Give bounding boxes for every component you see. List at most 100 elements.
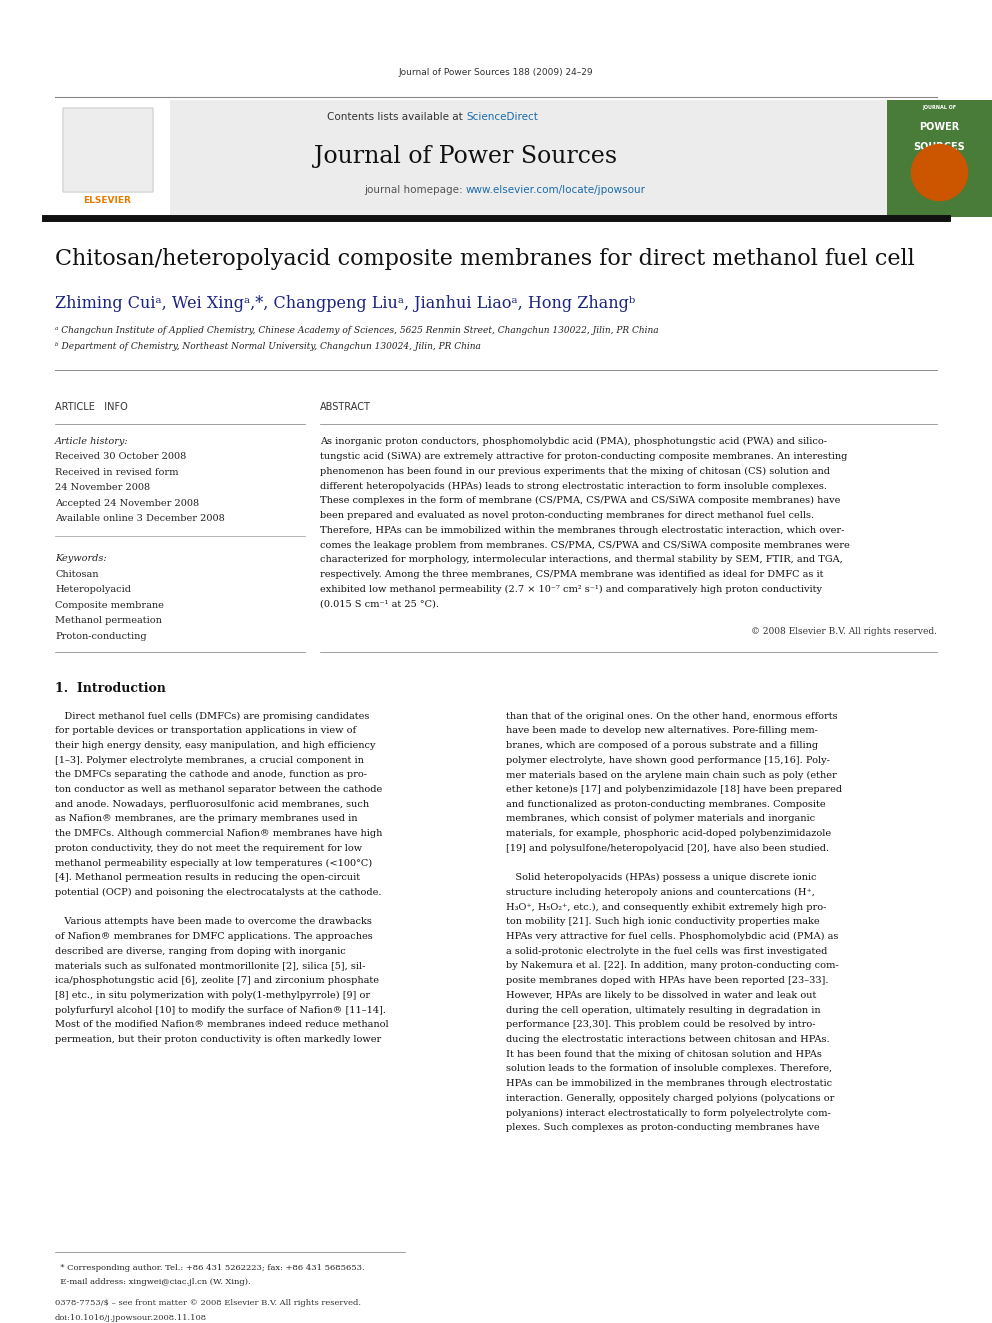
Text: [19] and polysulfone/heteropolyacid [20], have also been studied.: [19] and polysulfone/heteropolyacid [20]… xyxy=(506,844,829,853)
Text: However, HPAs are likely to be dissolved in water and leak out: However, HPAs are likely to be dissolved… xyxy=(506,991,816,1000)
Text: Direct methanol fuel cells (DMFCs) are promising candidates: Direct methanol fuel cells (DMFCs) are p… xyxy=(55,712,369,721)
Text: polyfurfuryl alcohol [10] to modify the surface of Nafion® [11–14].: polyfurfuryl alcohol [10] to modify the … xyxy=(55,1005,386,1015)
Text: methanol permeability especially at low temperatures (<100°C): methanol permeability especially at low … xyxy=(55,859,372,868)
Text: POWER: POWER xyxy=(920,122,959,132)
Text: posite membranes doped with HPAs have been reported [23–33].: posite membranes doped with HPAs have be… xyxy=(506,976,828,986)
Bar xyxy=(170,101,887,217)
Text: Accepted 24 November 2008: Accepted 24 November 2008 xyxy=(55,499,199,508)
Text: HPAs can be immobilized in the membranes through electrostatic: HPAs can be immobilized in the membranes… xyxy=(506,1080,832,1088)
Text: proton conductivity, they do not meet the requirement for low: proton conductivity, they do not meet th… xyxy=(55,844,362,853)
Text: their high energy density, easy manipulation, and high efficiency: their high energy density, easy manipula… xyxy=(55,741,376,750)
Text: phenomenon has been found in our previous experiments that the mixing of chitosa: phenomenon has been found in our previou… xyxy=(320,467,830,476)
Text: have been made to develop new alternatives. Pore-filling mem-: have been made to develop new alternativ… xyxy=(506,726,817,736)
Text: permeation, but their proton conductivity is often markedly lower: permeation, but their proton conductivit… xyxy=(55,1035,381,1044)
Text: comes the leakage problem from membranes. CS/PMA, CS/PWA and CS/SiWA composite m: comes the leakage problem from membranes… xyxy=(320,541,850,549)
Text: materials such as sulfonated montmorillonite [2], silica [5], sil-: materials such as sulfonated montmorillo… xyxy=(55,962,365,971)
Text: As inorganic proton conductors, phosphomolybdic acid (PMA), phosphotungstic acid: As inorganic proton conductors, phosphom… xyxy=(320,437,827,446)
Text: ABSTRACT: ABSTRACT xyxy=(320,402,371,411)
Text: ether ketone)s [17] and polybenzimidazole [18] have been prepared: ether ketone)s [17] and polybenzimidazol… xyxy=(506,785,842,794)
Bar xyxy=(62,108,153,192)
Text: solution leads to the formation of insoluble complexes. Therefore,: solution leads to the formation of insol… xyxy=(506,1065,832,1073)
Text: ducing the electrostatic interactions between chitosan and HPAs.: ducing the electrostatic interactions be… xyxy=(506,1035,829,1044)
Circle shape xyxy=(912,144,967,201)
Text: 24 November 2008: 24 November 2008 xyxy=(55,483,150,492)
Text: Therefore, HPAs can be immobilized within the membranes through electrostatic in: Therefore, HPAs can be immobilized withi… xyxy=(320,525,844,534)
Text: ton mobility [21]. Such high ionic conductivity properties make: ton mobility [21]. Such high ionic condu… xyxy=(506,917,819,926)
Text: ARTICLE   INFO: ARTICLE INFO xyxy=(55,402,128,411)
Text: doi:10.1016/j.jpowsour.2008.11.108: doi:10.1016/j.jpowsour.2008.11.108 xyxy=(55,1314,207,1322)
Text: 0378-7753/$ – see front matter © 2008 Elsevier B.V. All rights reserved.: 0378-7753/$ – see front matter © 2008 El… xyxy=(55,1299,361,1307)
Text: for portable devices or transportation applications in view of: for portable devices or transportation a… xyxy=(55,726,356,736)
Text: Journal of Power Sources: Journal of Power Sources xyxy=(314,146,618,168)
Text: www.elsevier.com/locate/jpowsour: www.elsevier.com/locate/jpowsour xyxy=(466,185,646,194)
Text: © 2008 Elsevier B.V. All rights reserved.: © 2008 Elsevier B.V. All rights reserved… xyxy=(751,627,937,635)
Text: polyanions) interact electrostatically to form polyelectrolyte com-: polyanions) interact electrostatically t… xyxy=(506,1109,830,1118)
Text: respectively. Among the three membranes, CS/PMA membrane was identified as ideal: respectively. Among the three membranes,… xyxy=(320,570,823,579)
Text: These complexes in the form of membrane (CS/PMA, CS/PWA and CS/SiWA composite me: These complexes in the form of membrane … xyxy=(320,496,840,505)
Text: branes, which are composed of a porous substrate and a filling: branes, which are composed of a porous s… xyxy=(506,741,818,750)
Text: Keywords:: Keywords: xyxy=(55,554,106,564)
Text: ScienceDirect: ScienceDirect xyxy=(466,112,538,122)
Text: Journal of Power Sources 188 (2009) 24–29: Journal of Power Sources 188 (2009) 24–2… xyxy=(399,67,593,77)
Text: Chitosan: Chitosan xyxy=(55,570,98,579)
Text: * Corresponding author. Tel.: +86 431 5262223; fax: +86 431 5685653.: * Corresponding author. Tel.: +86 431 52… xyxy=(55,1263,365,1271)
Text: ELSEVIER: ELSEVIER xyxy=(83,196,131,205)
Text: performance [23,30]. This problem could be resolved by intro-: performance [23,30]. This problem could … xyxy=(506,1020,815,1029)
Text: tungstic acid (SiWA) are extremely attractive for proton-conducting composite me: tungstic acid (SiWA) are extremely attra… xyxy=(320,451,847,460)
Text: 1.  Introduction: 1. Introduction xyxy=(55,681,166,695)
Text: and functionalized as proton-conducting membranes. Composite: and functionalized as proton-conducting … xyxy=(506,800,825,808)
Text: described are diverse, ranging from doping with inorganic: described are diverse, ranging from dopi… xyxy=(55,947,346,955)
Text: [4]. Methanol permeation results in reducing the open-circuit: [4]. Methanol permeation results in redu… xyxy=(55,873,360,882)
Text: journal homepage:: journal homepage: xyxy=(364,185,466,194)
Text: been prepared and evaluated as novel proton-conducting membranes for direct meth: been prepared and evaluated as novel pro… xyxy=(320,511,814,520)
Text: [1–3]. Polymer electrolyte membranes, a crucial component in: [1–3]. Polymer electrolyte membranes, a … xyxy=(55,755,364,765)
Text: different heteropolyacids (HPAs) leads to strong electrostatic interaction to fo: different heteropolyacids (HPAs) leads t… xyxy=(320,482,827,491)
Text: ᵃ Changchun Institute of Applied Chemistry, Chinese Academy of Sciences, 5625 Re: ᵃ Changchun Institute of Applied Chemist… xyxy=(55,325,659,335)
Text: by Nakemura et al. [22]. In addition, many proton-conducting com-: by Nakemura et al. [22]. In addition, ma… xyxy=(506,962,838,971)
Text: Chitosan/heteropolyacid composite membranes for direct methanol fuel cell: Chitosan/heteropolyacid composite membra… xyxy=(55,247,915,270)
Text: structure including heteropoly anions and countercations (H⁺,: structure including heteropoly anions an… xyxy=(506,888,814,897)
Text: membranes, which consist of polymer materials and inorganic: membranes, which consist of polymer mate… xyxy=(506,815,815,823)
Text: SOURCES: SOURCES xyxy=(914,142,965,152)
Text: plexes. Such complexes as proton-conducting membranes have: plexes. Such complexes as proton-conduct… xyxy=(506,1123,819,1132)
Text: mer materials based on the arylene main chain such as poly (ether: mer materials based on the arylene main … xyxy=(506,770,836,779)
Text: the DMFCs. Although commercial Nafion® membranes have high: the DMFCs. Although commercial Nafion® m… xyxy=(55,830,382,839)
Text: polymer electrolyte, have shown good performance [15,16]. Poly-: polymer electrolyte, have shown good per… xyxy=(506,755,830,765)
Text: Zhiming Cuiᵃ, Wei Xingᵃ,*, Changpeng Liuᵃ, Jianhui Liaoᵃ, Hong Zhangᵇ: Zhiming Cuiᵃ, Wei Xingᵃ,*, Changpeng Liu… xyxy=(55,295,635,312)
Text: Methanol permeation: Methanol permeation xyxy=(55,617,162,626)
Text: than that of the original ones. On the other hand, enormous efforts: than that of the original ones. On the o… xyxy=(506,712,837,721)
Text: (0.015 S cm⁻¹ at 25 °C).: (0.015 S cm⁻¹ at 25 °C). xyxy=(320,599,439,609)
Text: as Nafion® membranes, are the primary membranes used in: as Nafion® membranes, are the primary me… xyxy=(55,815,357,823)
Text: Proton-conducting: Proton-conducting xyxy=(55,632,147,642)
Text: ᵇ Department of Chemistry, Northeast Normal University, Changchun 130024, Jilin,: ᵇ Department of Chemistry, Northeast Nor… xyxy=(55,343,481,352)
Text: ton conductor as well as methanol separator between the cathode: ton conductor as well as methanol separa… xyxy=(55,785,382,794)
Bar xyxy=(45,101,170,217)
Text: Composite membrane: Composite membrane xyxy=(55,601,164,610)
Text: materials, for example, phosphoric acid-doped polybenzimidazole: materials, for example, phosphoric acid-… xyxy=(506,830,831,839)
Text: during the cell operation, ultimately resulting in degradation in: during the cell operation, ultimately re… xyxy=(506,1005,820,1015)
Text: of Nafion® membranes for DMFC applications. The approaches: of Nafion® membranes for DMFC applicatio… xyxy=(55,933,373,941)
Text: a solid-protonic electrolyte in the fuel cells was first investigated: a solid-protonic electrolyte in the fuel… xyxy=(506,947,827,955)
Text: characterized for morphology, intermolecular interactions, and thermal stability: characterized for morphology, intermolec… xyxy=(320,556,843,565)
Text: Received in revised form: Received in revised form xyxy=(55,468,179,478)
Text: [8] etc., in situ polymerization with poly(1-methylpyrrole) [9] or: [8] etc., in situ polymerization with po… xyxy=(55,991,370,1000)
Text: It has been found that the mixing of chitosan solution and HPAs: It has been found that the mixing of chi… xyxy=(506,1049,822,1058)
Bar xyxy=(62,108,153,192)
Text: ica/phosphotungstic acid [6], zeolite [7] and zirconium phosphate: ica/phosphotungstic acid [6], zeolite [7… xyxy=(55,976,379,986)
Text: Contents lists available at: Contents lists available at xyxy=(327,112,466,122)
Text: Most of the modified Nafion® membranes indeed reduce methanol: Most of the modified Nafion® membranes i… xyxy=(55,1020,389,1029)
Text: Heteropolyacid: Heteropolyacid xyxy=(55,586,131,594)
Text: JOURNAL OF: JOURNAL OF xyxy=(923,105,956,110)
Text: Article history:: Article history: xyxy=(55,437,129,446)
Text: E-mail address: xingwei@ciac.jl.cn (W. Xing).: E-mail address: xingwei@ciac.jl.cn (W. X… xyxy=(55,1278,251,1286)
Text: Received 30 October 2008: Received 30 October 2008 xyxy=(55,452,186,462)
Text: the DMFCs separating the cathode and anode, function as pro-: the DMFCs separating the cathode and ano… xyxy=(55,770,367,779)
Text: H₃O⁺, H₅O₂⁺, etc.), and consequently exhibit extremely high pro-: H₃O⁺, H₅O₂⁺, etc.), and consequently exh… xyxy=(506,902,826,912)
Text: Available online 3 December 2008: Available online 3 December 2008 xyxy=(55,515,225,524)
Text: and anode. Nowadays, perfluorosulfonic acid membranes, such: and anode. Nowadays, perfluorosulfonic a… xyxy=(55,800,369,808)
Text: Various attempts have been made to overcome the drawbacks: Various attempts have been made to overc… xyxy=(55,917,372,926)
Text: interaction. Generally, oppositely charged polyions (polycations or: interaction. Generally, oppositely charg… xyxy=(506,1094,834,1103)
Text: exhibited low methanol permeability (2.7 × 10⁻⁷ cm² s⁻¹) and comparatively high : exhibited low methanol permeability (2.7… xyxy=(320,585,822,594)
Text: HPAs very attractive for fuel cells. Phosphomolybdic acid (PMA) as: HPAs very attractive for fuel cells. Pho… xyxy=(506,933,838,941)
Text: potential (OCP) and poisoning the electrocatalysts at the cathode.: potential (OCP) and poisoning the electr… xyxy=(55,888,382,897)
